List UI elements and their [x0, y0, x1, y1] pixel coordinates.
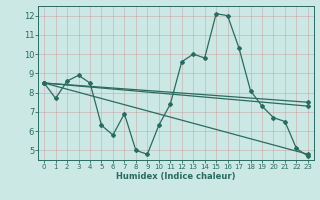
X-axis label: Humidex (Indice chaleur): Humidex (Indice chaleur): [116, 172, 236, 181]
